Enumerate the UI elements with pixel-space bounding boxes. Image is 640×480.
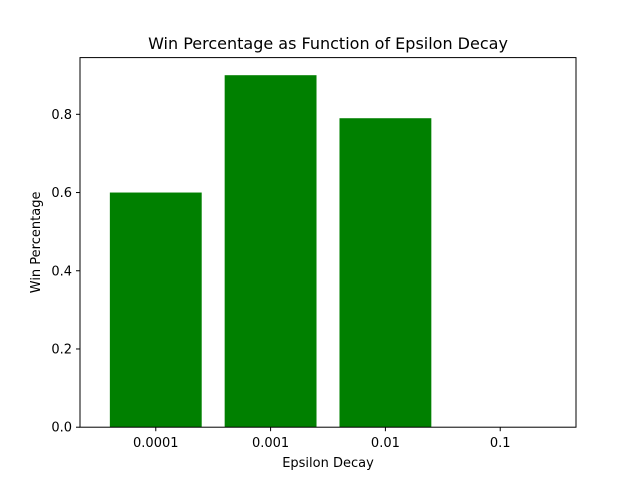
y-tick-label: 0.0	[51, 421, 72, 436]
y-tick-label: 0.2	[51, 342, 72, 357]
bar-0.001	[224, 75, 317, 428]
bar-0.0001	[109, 192, 202, 428]
plot-area-frame	[79, 57, 577, 428]
x-tick-label: 0.01	[371, 436, 400, 451]
x-tick-label: 0.1	[490, 436, 511, 451]
x-axis-ticks: 0.0001 0.001 0.01 0.1	[133, 427, 511, 451]
bar-0.01	[339, 118, 432, 428]
y-tick-label: 0.6	[51, 186, 72, 201]
y-tick-label: 0.8	[51, 108, 72, 123]
chart-title: Win Percentage as Function of Epsilon De…	[148, 34, 508, 53]
y-axis-label: Win Percentage	[29, 192, 44, 294]
bars-group	[109, 75, 432, 428]
x-tick-label: 0.0001	[133, 436, 179, 451]
x-tick-label: 0.001	[252, 436, 289, 451]
y-axis-ticks: 0.0 0.2 0.4 0.6 0.8	[51, 108, 80, 436]
x-axis-label: Epsilon Decay	[282, 456, 374, 471]
y-tick-label: 0.4	[51, 264, 72, 279]
